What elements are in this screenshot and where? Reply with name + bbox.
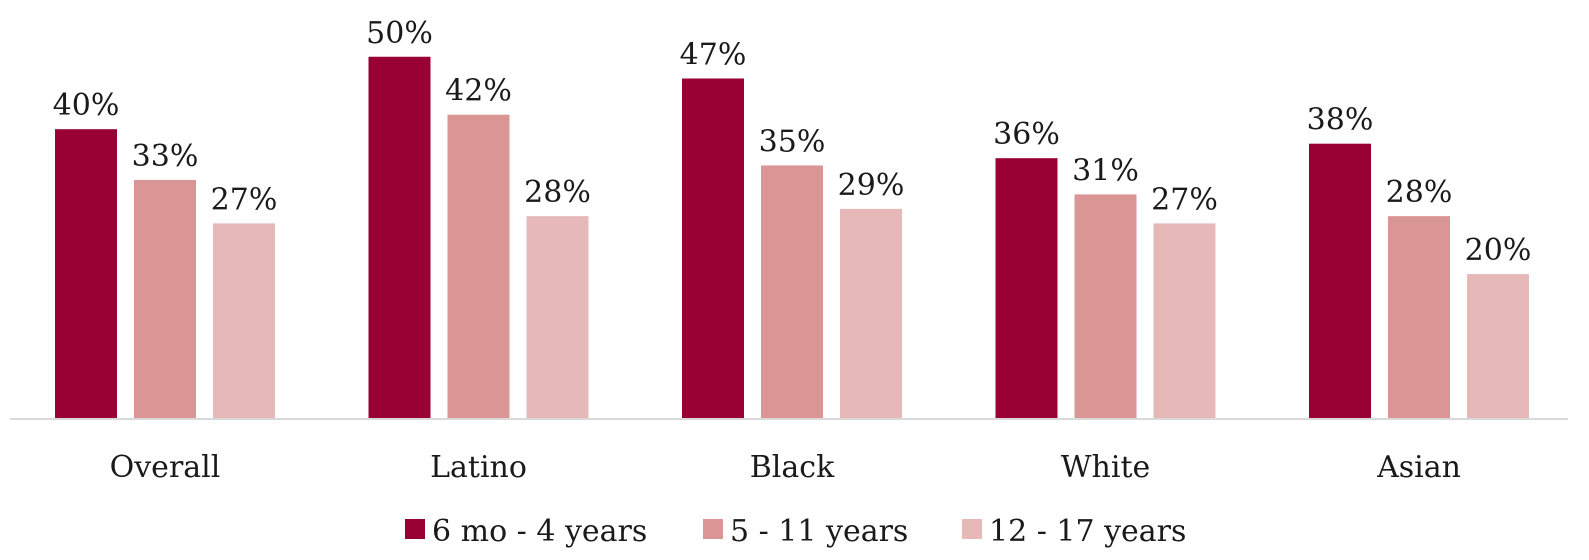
legend-label-12-17-years: 12 - 17 years (989, 514, 1186, 549)
data-label-white-12-17-years: 27% (1151, 182, 1218, 217)
data-label-white-5-11-years: 31% (1072, 153, 1139, 188)
bar-overall-12-17-years (213, 223, 275, 419)
data-label-black-5-11-years: 35% (759, 124, 826, 159)
bar-latino-5-11-years (447, 114, 510, 420)
bars-layer (55, 56, 1529, 420)
bar-asian-12-17-years (1467, 274, 1529, 419)
legend-label-5-11-years: 5 - 11 years (730, 514, 908, 549)
category-label-asian: Asian (1376, 450, 1461, 485)
category-label-latino: Latino (430, 450, 527, 485)
legend-swatch-6-mo-4-years (405, 519, 425, 539)
bar-white-12-17-years (1153, 223, 1216, 419)
category-labels-layer: Overall Latino Black White Asian (110, 450, 1461, 485)
data-label-white-6-mo-4-years: 36% (993, 117, 1060, 152)
data-label-latino-6-mo-4-years: 50% (366, 16, 433, 51)
legend-swatch-12-17-years (962, 519, 982, 539)
data-label-asian-5-11-years: 28% (1386, 175, 1453, 210)
legend-swatch-5-11-years (703, 519, 723, 539)
data-label-asian-12-17-years: 20% (1465, 233, 1532, 268)
legend-item-6-mo-4-years: 6 mo - 4 years (405, 514, 647, 549)
data-label-overall-6-mo-4-years: 40% (53, 88, 120, 123)
legend-label-6-mo-4-years: 6 mo - 4 years (432, 514, 647, 549)
legend-item-5-11-years: 5 - 11 years (703, 514, 908, 549)
data-label-asian-6-mo-4-years: 38% (1307, 103, 1374, 138)
bar-overall-5-11-years (134, 179, 196, 419)
bar-asian-6-mo-4-years (1309, 143, 1371, 419)
bar-latino-6-mo-4-years (368, 56, 431, 419)
category-label-overall: Overall (110, 450, 221, 485)
data-labels-layer: 40% 33% 27% 50% 42% 28% 47% 35% 29% 36% 31% 27% 38% 2… (53, 16, 1532, 268)
bar-black-5-11-years (761, 165, 823, 419)
bar-overall-6-mo-4-years (55, 129, 117, 419)
data-label-latino-12-17-years: 28% (524, 175, 591, 210)
category-label-white: White (1061, 450, 1151, 485)
legend: 6 mo - 4 years 5 - 11 years 12 - 17 years (405, 514, 1186, 549)
bar-asian-5-11-years (1388, 216, 1450, 419)
bar-black-6-mo-4-years (682, 78, 744, 420)
data-label-overall-12-17-years: 27% (211, 182, 278, 217)
data-label-overall-5-11-years: 33% (132, 139, 199, 174)
bar-white-6-mo-4-years (995, 158, 1058, 419)
legend-item-12-17-years: 12 - 17 years (962, 514, 1186, 549)
data-label-black-12-17-years: 29% (838, 168, 905, 203)
bar-black-12-17-years (840, 208, 902, 419)
data-label-latino-5-11-years: 42% (445, 74, 512, 109)
category-label-black: Black (750, 450, 835, 485)
bar-white-5-11-years (1074, 194, 1137, 419)
bar-latino-12-17-years (526, 216, 589, 419)
data-label-black-6-mo-4-years: 47% (680, 37, 747, 72)
